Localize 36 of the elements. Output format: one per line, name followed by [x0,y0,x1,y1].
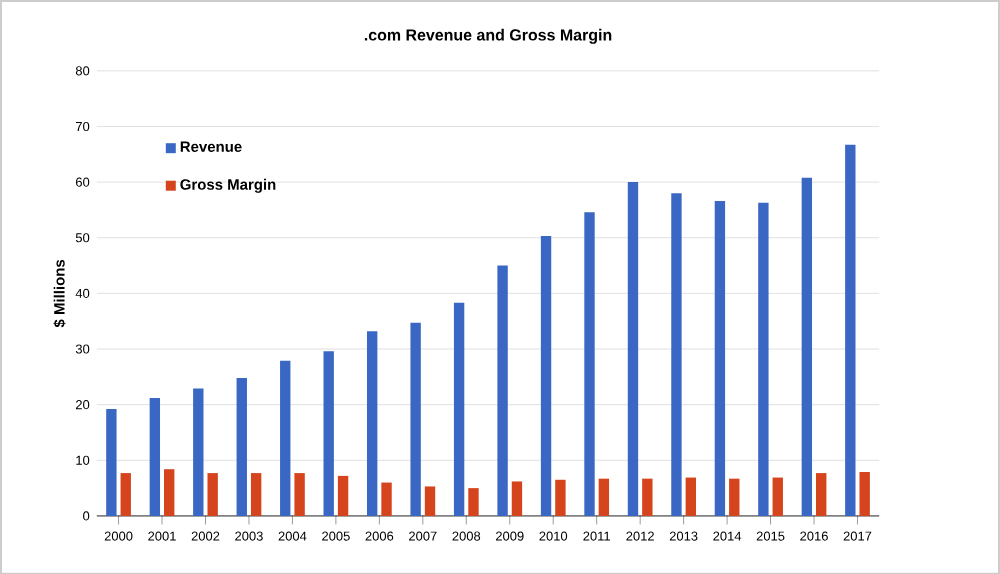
bar [497,265,508,516]
bar [366,330,378,516]
bar [598,478,610,516]
bar [294,472,305,516]
bar [207,472,218,516]
bar [164,468,175,516]
bar [193,388,204,516]
bar [714,200,726,516]
bar [845,144,856,516]
bar [627,181,639,516]
bar [236,377,247,516]
bar [801,177,813,516]
bar [381,482,392,516]
bar [758,202,769,516]
bar [671,192,682,516]
bar [468,487,479,516]
bar [106,408,117,516]
bar [424,486,436,516]
bar [120,472,131,516]
bar [555,479,566,516]
bar [250,472,262,516]
bar [584,211,595,516]
bar [453,302,465,516]
bar [511,481,523,516]
bar [685,477,696,516]
bar [816,472,827,516]
bar [772,477,783,516]
bar [859,471,870,516]
bar [540,235,552,516]
bar [729,478,740,516]
bar [337,475,349,516]
bar [323,350,334,516]
bar [280,360,291,516]
bar [410,322,421,516]
bar [642,478,653,516]
bar [149,397,161,516]
